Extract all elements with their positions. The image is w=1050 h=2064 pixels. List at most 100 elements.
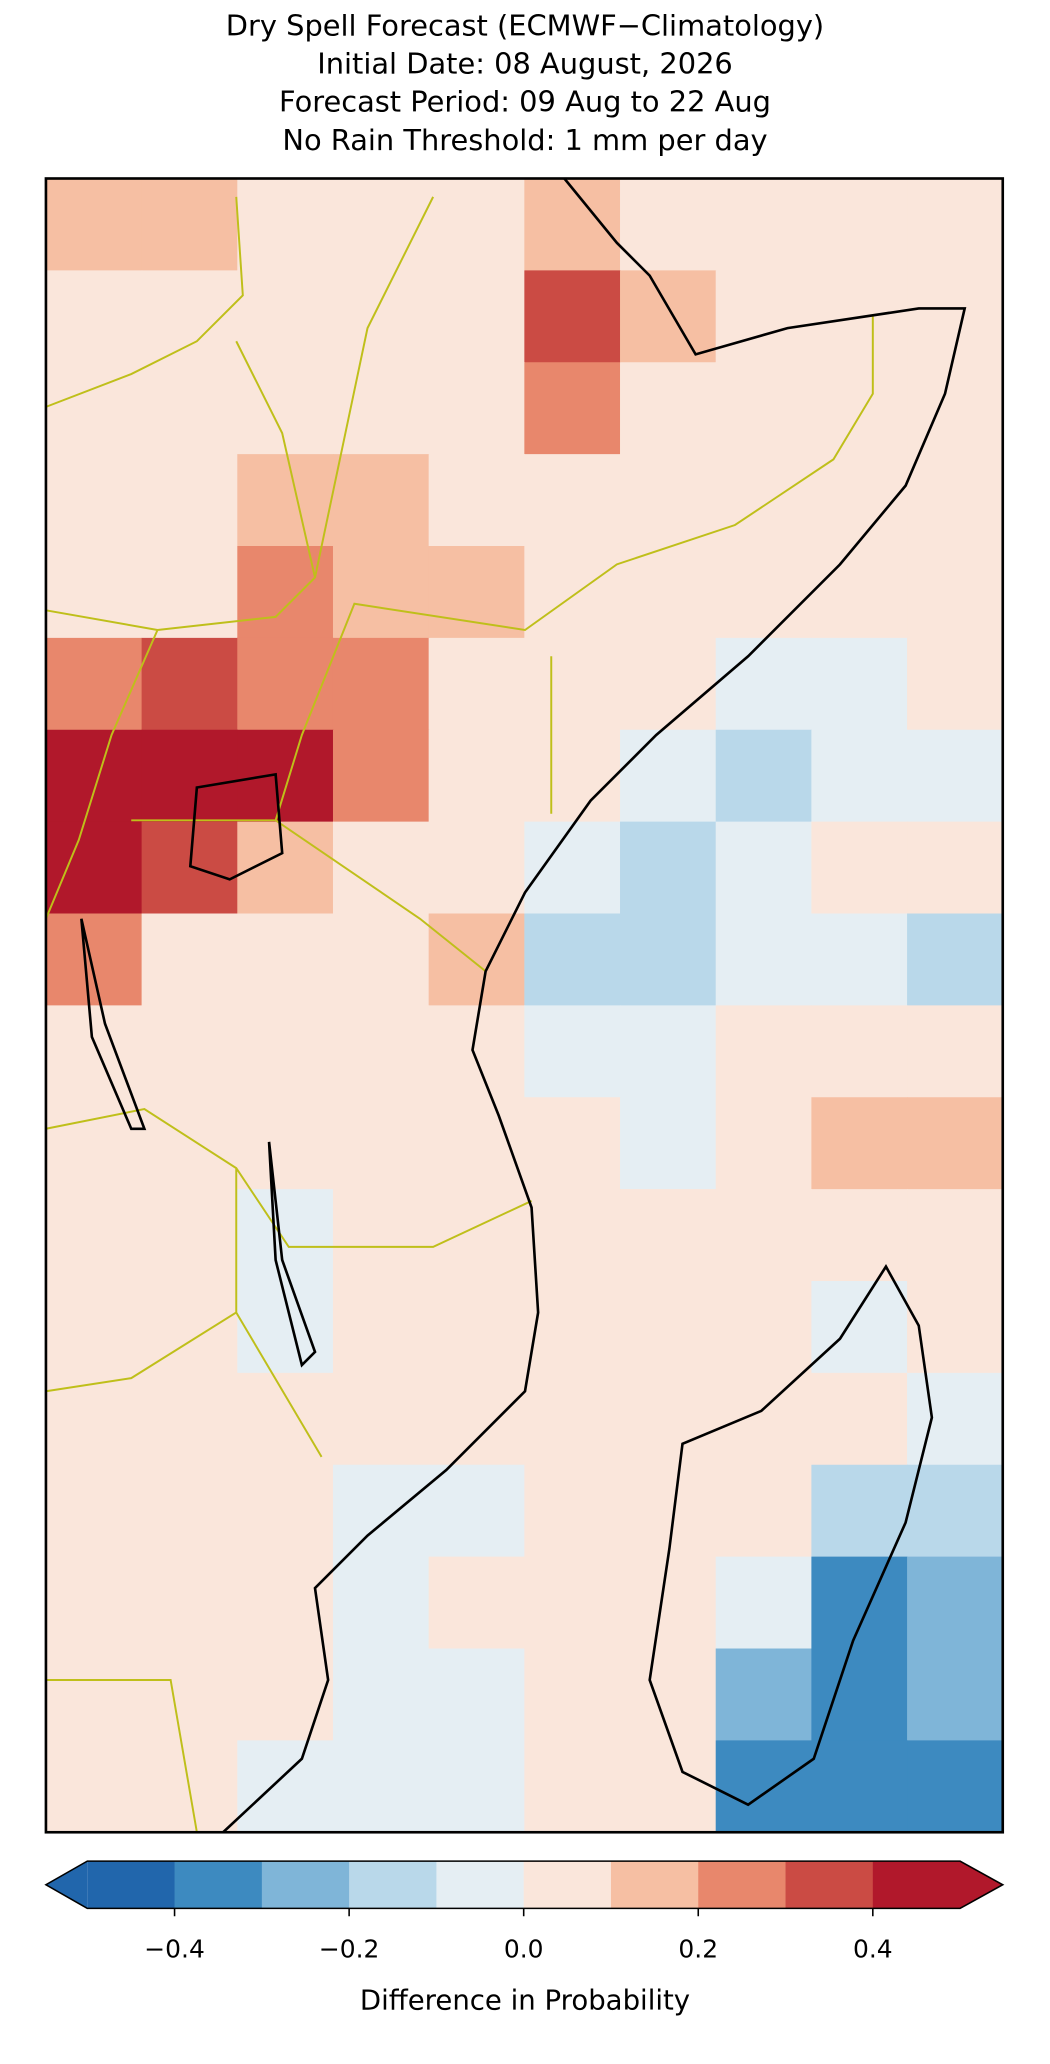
map-cell bbox=[45, 821, 143, 915]
map-cell bbox=[907, 362, 1003, 455]
map-cell bbox=[524, 1464, 621, 1558]
map-cell bbox=[45, 1648, 143, 1742]
map-cell bbox=[141, 546, 238, 639]
map-cell bbox=[907, 1648, 1003, 1742]
map-cell bbox=[811, 729, 908, 823]
map-cell bbox=[715, 821, 813, 915]
map-cell bbox=[620, 546, 717, 639]
map-cell bbox=[907, 1005, 1003, 1098]
map-cell bbox=[715, 546, 813, 639]
map-cell bbox=[141, 821, 238, 915]
map-cell bbox=[524, 362, 621, 455]
map-cell bbox=[907, 178, 1003, 272]
colorbar-bin bbox=[785, 1861, 874, 1909]
map-cell bbox=[715, 1281, 813, 1374]
map-cell bbox=[524, 270, 621, 363]
map-cell bbox=[45, 1740, 143, 1833]
map-cell bbox=[620, 1281, 717, 1374]
map-cell bbox=[715, 1648, 813, 1742]
map-cell bbox=[524, 1097, 621, 1190]
map-cell bbox=[428, 1740, 525, 1833]
map-cell bbox=[811, 1281, 908, 1374]
map-cell bbox=[620, 1648, 717, 1742]
map-cell bbox=[428, 821, 525, 915]
map-cell bbox=[907, 1464, 1003, 1558]
map-cell bbox=[428, 270, 525, 363]
map-cell bbox=[811, 1189, 908, 1282]
map-cell bbox=[237, 1005, 334, 1098]
map-cell bbox=[524, 913, 621, 1007]
map-cell bbox=[428, 454, 525, 547]
map-cell bbox=[524, 1556, 621, 1650]
map-cell bbox=[715, 1005, 813, 1098]
extend-high bbox=[960, 1861, 1003, 1909]
map-cell bbox=[237, 454, 334, 547]
map-cell bbox=[45, 1464, 143, 1558]
map-cell bbox=[428, 729, 525, 823]
map-cell bbox=[237, 1464, 334, 1558]
map-cell bbox=[524, 454, 621, 547]
map-grid bbox=[45, 178, 1003, 1833]
map-cell bbox=[141, 1189, 238, 1282]
map-cell bbox=[45, 546, 143, 639]
colorbar-bin bbox=[610, 1861, 699, 1909]
map-cell bbox=[811, 1005, 908, 1098]
colorbar-bin bbox=[174, 1861, 263, 1909]
colorbar-outline bbox=[44, 1860, 1005, 1910]
map-cell bbox=[332, 1005, 430, 1098]
map-cell bbox=[45, 1097, 143, 1190]
map-cell bbox=[45, 637, 143, 731]
map-cell bbox=[715, 270, 813, 363]
map-cell bbox=[620, 1005, 717, 1098]
map-cell bbox=[332, 1556, 430, 1650]
map-cell bbox=[332, 1189, 430, 1282]
madagascar bbox=[648, 1263, 934, 1807]
title-block: Dry Spell Forecast (ECMWF−Climatology) In… bbox=[226, 9, 824, 157]
colorbar-tick-label: 0.2 bbox=[678, 1934, 718, 1963]
map-cell bbox=[907, 546, 1003, 639]
map-cell bbox=[237, 178, 334, 272]
map-cell bbox=[811, 1464, 908, 1558]
map-cell bbox=[332, 913, 430, 1007]
map-cell bbox=[332, 546, 430, 639]
map-cell bbox=[524, 821, 621, 915]
map-cell bbox=[524, 729, 621, 823]
map-cell bbox=[715, 178, 813, 272]
map-cell bbox=[332, 178, 430, 272]
map-cell bbox=[907, 1740, 1003, 1833]
map-cell bbox=[45, 178, 143, 272]
map-cell bbox=[332, 362, 430, 455]
map-cell bbox=[428, 637, 525, 731]
map-cell bbox=[715, 913, 813, 1007]
map-cell bbox=[620, 178, 717, 272]
coastline bbox=[222, 178, 967, 1833]
map-cell bbox=[237, 1648, 334, 1742]
map-cell bbox=[715, 1189, 813, 1282]
colorbar-label: Difference in Probability bbox=[360, 1985, 690, 2017]
map-cell bbox=[620, 729, 717, 823]
map-cell bbox=[45, 1556, 143, 1650]
colorbar-tick-label: 0.0 bbox=[504, 1934, 544, 1963]
map-cell bbox=[141, 1464, 238, 1558]
map-cell bbox=[620, 1464, 717, 1558]
map-cell bbox=[811, 637, 908, 731]
map-cell bbox=[428, 1464, 525, 1558]
map-cell bbox=[428, 1189, 525, 1282]
map-cell bbox=[428, 913, 525, 1007]
map-cell bbox=[45, 1372, 143, 1466]
map-cell bbox=[332, 1097, 430, 1190]
map-cell bbox=[811, 178, 908, 272]
map-cell bbox=[620, 454, 717, 547]
border bbox=[45, 196, 874, 1833]
map-cell bbox=[907, 913, 1003, 1007]
title-line: Initial Date: 08 August, 2026 bbox=[317, 47, 733, 81]
map-cell bbox=[141, 454, 238, 547]
colorbar-bin bbox=[261, 1861, 350, 1909]
map-cell bbox=[620, 270, 717, 363]
extend-low bbox=[45, 1861, 88, 1909]
map-cell bbox=[141, 270, 238, 363]
map-cell bbox=[141, 1556, 238, 1650]
map-cell bbox=[428, 1648, 525, 1742]
map-cell bbox=[715, 1556, 813, 1650]
map-cell bbox=[620, 821, 717, 915]
